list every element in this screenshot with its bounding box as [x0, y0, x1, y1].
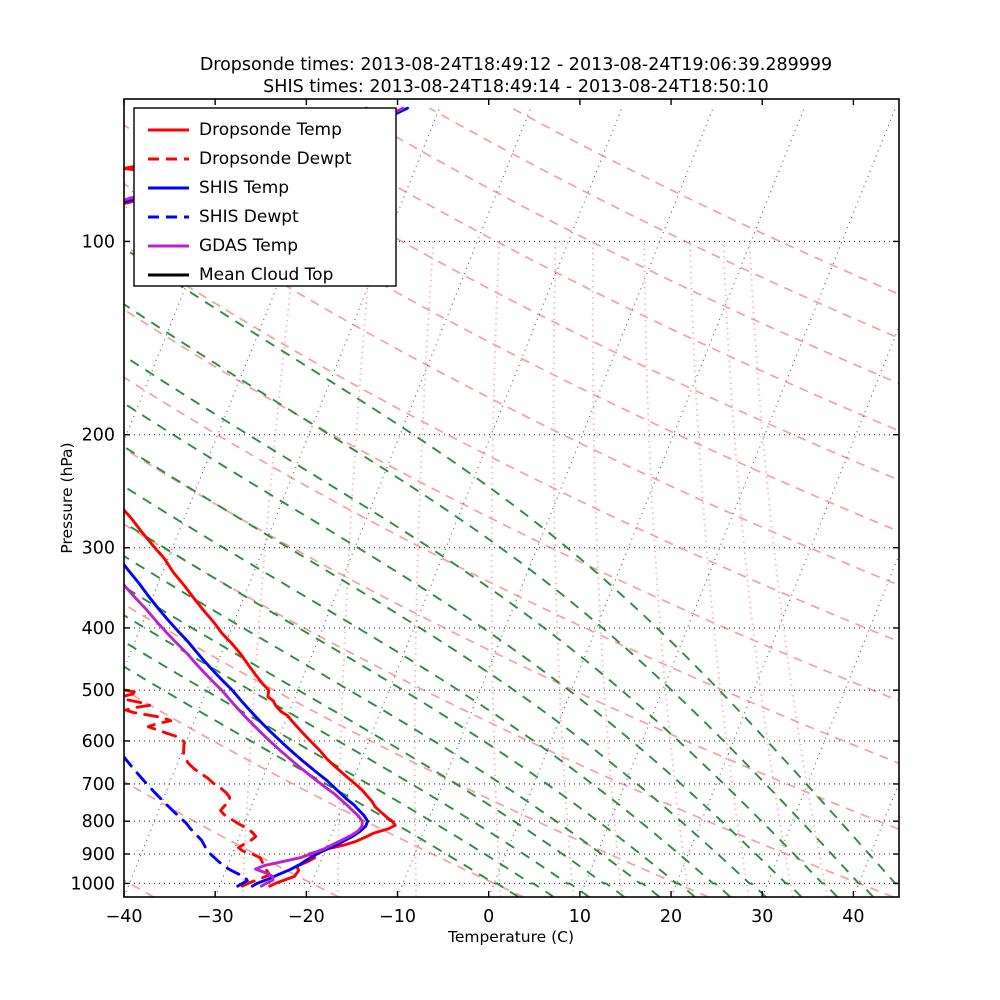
dry-adiabat-line — [124, 308, 899, 702]
moist-adiabat-line — [124, 585, 625, 897]
legend-label: GDAS Temp — [199, 236, 298, 256]
moist-adiabat-line — [124, 445, 767, 897]
legend-label: Mean Cloud Top — [199, 265, 333, 285]
mixing-ratio-line — [591, 241, 623, 897]
mixing-ratio-line — [241, 241, 297, 897]
sounding-curves — [124, 106, 409, 888]
y-tick-label: 800 — [82, 812, 115, 832]
y-tick-label: 200 — [82, 426, 115, 446]
dry-adiabat-line — [124, 376, 899, 765]
x-tick-label: 0 — [483, 907, 494, 927]
series-shis-dewpt — [124, 754, 249, 888]
dry-adiabat-line — [124, 244, 899, 643]
x-tick-label: 30 — [751, 907, 773, 927]
y-tick-label: 100 — [82, 232, 115, 252]
moist-adiabat-line — [124, 665, 519, 897]
title-line-2: SHIS times: 2013-08-24T18:49:14 - 2013-0… — [263, 77, 769, 97]
y-tick-label: 600 — [82, 732, 115, 752]
mixing-ratio-line — [413, 241, 435, 897]
moist-adiabat-line — [124, 303, 874, 897]
legend[interactable]: Dropsonde Temp Dropsonde Dewpt SHIS Temp SH… — [133, 107, 397, 287]
dry-adiabat-line — [264, 107, 899, 432]
series-dropsonde-dewpt — [124, 688, 272, 888]
moist-adiabat-line — [124, 354, 839, 897]
series-gdas-temp — [124, 106, 405, 888]
x-tick-label: −10 — [379, 907, 416, 927]
series-shis-temp — [124, 106, 409, 888]
axis-ticks: −40 −30 −20 −10 0 10 20 30 40 100 200 300 400 500 600 7… — [70, 99, 899, 927]
dry-adiabat-lines — [124, 107, 899, 897]
dry-adiabat-line — [124, 123, 899, 533]
legend-label: SHIS Temp — [199, 178, 289, 198]
y-tick-label: 700 — [82, 775, 115, 795]
axes-frame — [123, 98, 900, 898]
legend-label: Dropsonde Dewpt — [199, 149, 352, 169]
title-line-1: Dropsonde times: 2013-08-24T18:49:12 - 2… — [200, 55, 832, 75]
y-axis-label: Pressure (hPa) — [58, 442, 76, 553]
legend-label: Dropsonde Temp — [199, 120, 342, 140]
y-tick-label: 1000 — [70, 874, 115, 894]
isobar-gridlines — [124, 240, 899, 884]
x-tick-label: −20 — [288, 907, 325, 927]
mixing-ratio-line — [490, 241, 502, 897]
x-axis-label: Temperature (C) — [447, 928, 574, 946]
dry-adiabat-line — [124, 688, 524, 897]
y-tick-label: 400 — [82, 619, 115, 639]
mixing-ratio-line — [336, 241, 373, 897]
y-tick-label: 500 — [82, 681, 115, 701]
moist-adiabat-line — [124, 554, 661, 897]
moist-adiabat-line — [124, 521, 696, 897]
series-dropsonde-temp — [124, 106, 397, 888]
x-tick-label: 10 — [569, 907, 591, 927]
x-tick-label: 20 — [660, 907, 682, 927]
dry-adiabat-line — [511, 107, 899, 296]
y-tick-label: 300 — [82, 539, 115, 559]
dry-adiabat-line — [124, 447, 899, 831]
moist-adiabat-line — [124, 485, 732, 897]
dry-adiabat-line — [124, 603, 709, 897]
y-tick-label: 900 — [82, 845, 115, 865]
mixing-ratio-line — [552, 241, 575, 897]
dry-adiabat-line — [181, 107, 899, 481]
legend-box — [133, 107, 397, 287]
legend-label: SHIS Dewpt — [199, 207, 299, 227]
moist-adiabat-line — [124, 246, 899, 887]
x-tick-label: −40 — [106, 907, 143, 927]
x-tick-label: 40 — [842, 907, 864, 927]
x-tick-label: −30 — [197, 907, 234, 927]
mixing-ratio-lines — [241, 241, 829, 897]
